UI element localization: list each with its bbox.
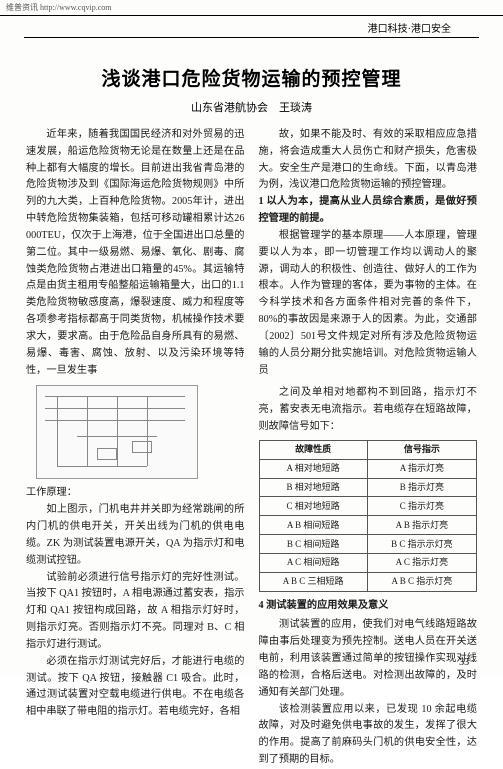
table-cell: B 指示灯亮	[367, 478, 476, 497]
body-text: 测试装置的应用，使我们对电气线路短路故障由事后处理变为预先控制。送电人员在开关送…	[259, 617, 478, 701]
circuit-diagram	[36, 385, 198, 479]
table-cell: A C 指示灯亮	[367, 553, 476, 572]
body-text: 故，如果不能及时、有效的采取相应应急措施，将会造成重大人员伤亡和财产损失，危害极…	[259, 127, 478, 194]
body-text: 如上图示，门机电井并关即为经常跳闸的所内门机的供电开关，开关出线为门机的供电电缆…	[26, 502, 245, 569]
body-text: 近年来，随着我国国民经济和对外贸易的迅速发展，船运危险货物无论是在数量上还是在品…	[26, 127, 245, 379]
section-heading-4: 4 测试装置的应用效果及意义	[259, 598, 478, 615]
author-name: 王琰涛	[279, 102, 312, 114]
left-column: 近年来，随着我国国民经济和对外贸易的迅速发展，船运危险货物无论是在数量上还是在品…	[26, 127, 245, 769]
author-org: 山东省港航协会	[191, 102, 268, 114]
table-row: A B C 三相短路A B C 指示灯亮	[259, 572, 477, 591]
table-cell: A B 相间短路	[259, 516, 367, 535]
right-column: 故，如果不能及时、有效的采取相应应急措施，将会造成重大人员伤亡和财产损失，危害极…	[259, 127, 478, 769]
subheading: 工作原理：	[26, 485, 245, 502]
table-cell: A B C 指示灯亮	[367, 572, 476, 591]
table-cell: A 相对地短路	[259, 459, 367, 478]
page-number: · 33 ·	[453, 657, 475, 668]
table-cell: A C 相间短路	[259, 553, 367, 572]
body-text: 试验前必须进行信号指示灯的完好性测试。当按下 QA1 按钮时，A 相电源通过蓄安…	[26, 570, 245, 654]
table-cell: B C 指示示灯亮	[367, 535, 476, 554]
table-cell: A B C 三相短路	[259, 572, 367, 591]
section-heading-1: 1 以人为本，提高从业人员综合素质，是做好预控管理的前提。	[259, 194, 478, 228]
body-text: 之间及单相对地都构不到回路，指示灯不亮，蓄安表无电流指示。若电缆存在短路故障，则…	[259, 385, 478, 435]
body-text: 根据管理学的基本原理——人本原理，管理要以人为本，即一切管理工作均以调动人的聚源…	[259, 228, 478, 379]
table-cell: B C 相间短路	[259, 535, 367, 554]
table-row: B 相对地短路B 指示灯亮	[259, 478, 477, 497]
table-cell: A 指示灯亮	[367, 459, 476, 478]
author-line: 山东省港航协会 王琰涛	[0, 99, 503, 115]
table-cell: A B 指示灯亮	[367, 516, 476, 535]
table-row: B C 相间短路B C 指示示灯亮	[259, 535, 477, 554]
running-header: 港口科技·港口安全	[24, 16, 479, 38]
source-url-bar: 维普资讯 http://www.cqvip.com	[0, 0, 503, 16]
table-header: 信号指示	[367, 440, 476, 459]
table-header: 故障性质	[259, 440, 367, 459]
fault-signal-table: 故障性质 信号指示 A 相对地短路A 指示灯亮 B 相对地短路B 指示灯亮 C …	[259, 440, 478, 592]
table-row: A 相对地短路A 指示灯亮	[259, 459, 477, 478]
table-cell: C 指示灯亮	[367, 497, 476, 516]
table-cell: B 相对地短路	[259, 478, 367, 497]
body-text: 必须在指示灯测试完好后，才能进行电缆的测试。按下 QA 按钮，接触器 C1 吸合…	[26, 654, 245, 721]
article-title: 浅谈港口危险货物运输的预控管理	[0, 64, 503, 91]
table-row: A B 相间短路A B 指示灯亮	[259, 516, 477, 535]
table-row: C 相对地短路C 指示灯亮	[259, 497, 477, 516]
table-cell: C 相对地短路	[259, 497, 367, 516]
body-text: 该检测装置应用以来，已发现 10 余起电缆故障，对及时避免供电事故的发生，发挥了…	[259, 702, 478, 769]
table-row: A C 相间短路A C 指示灯亮	[259, 553, 477, 572]
table-header-row: 故障性质 信号指示	[259, 440, 477, 459]
